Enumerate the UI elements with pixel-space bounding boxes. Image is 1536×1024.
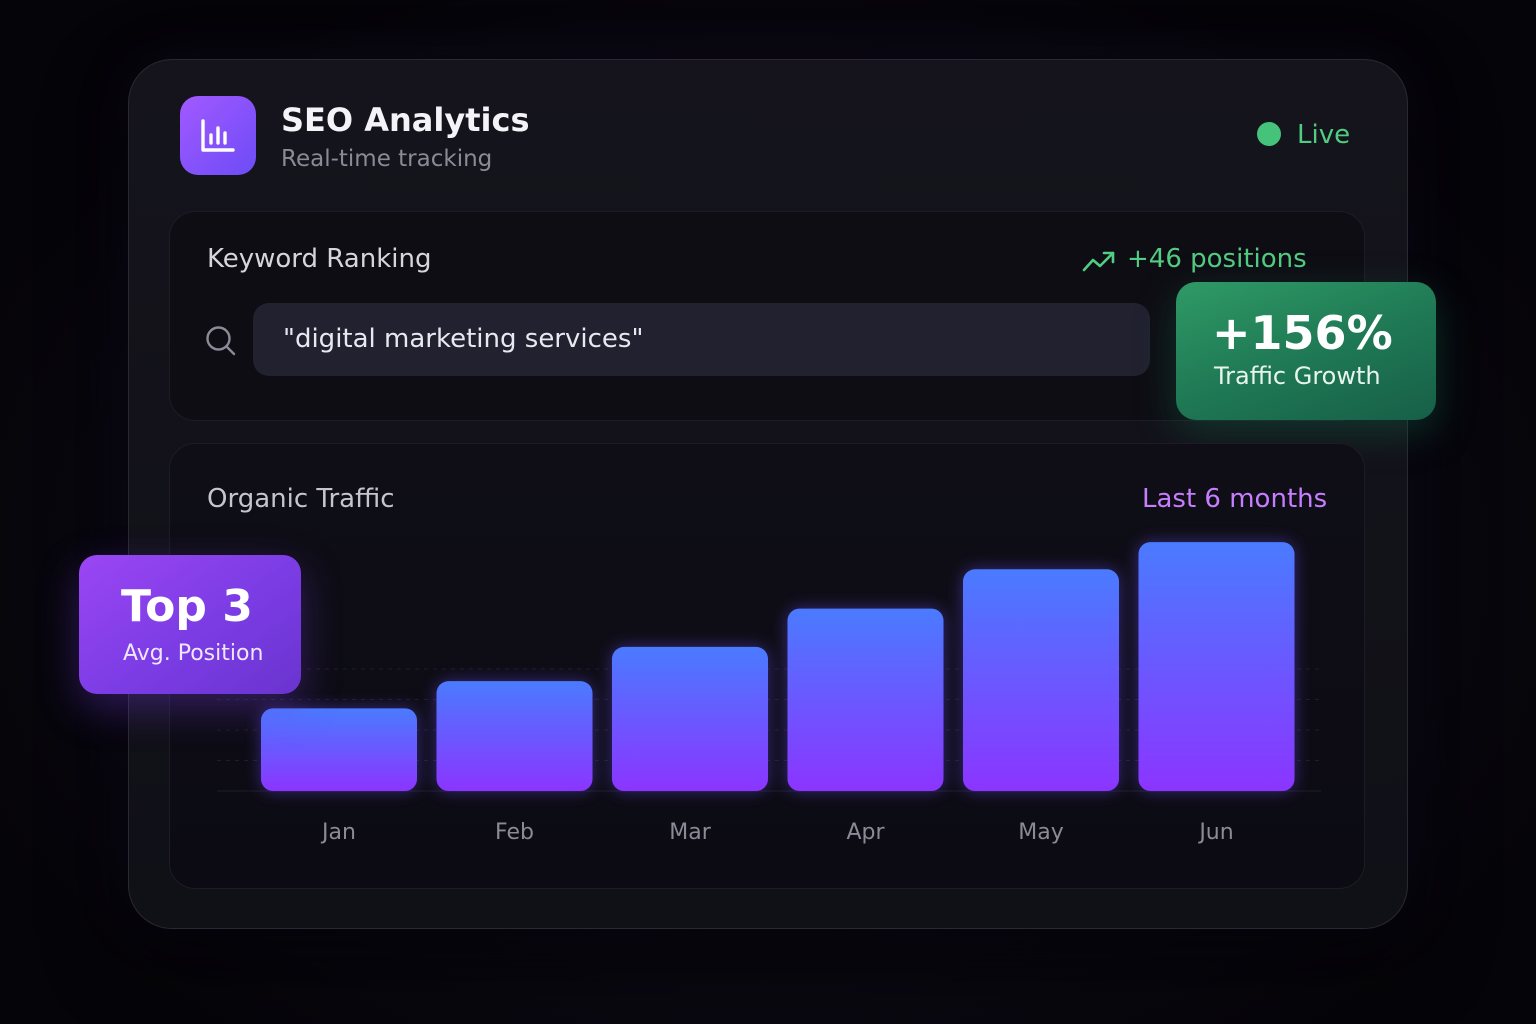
chart-bar-feb[interactable] [436,681,593,791]
x-axis-label-feb: Feb [495,820,534,845]
x-axis-label-apr: Apr [846,820,885,845]
keyword-ranking-title: Keyword Ranking [207,244,432,274]
keyword-search-input[interactable]: "digital marketing services" [253,303,1150,376]
live-status-dot [1257,122,1281,146]
app-title: SEO Analytics [281,101,530,139]
chart-bar-may[interactable] [963,569,1119,791]
traffic-growth-badge: +156% Traffic Growth [1176,282,1436,420]
search-icon [206,326,236,356]
avg-position-value: Top 3 [121,581,253,632]
bar-chart-icon [201,118,235,152]
traffic-growth-label: Traffic Growth [1214,362,1381,390]
avg-position-badge: Top 3 Avg. Position [79,555,301,694]
organic-traffic-chart: Jan Feb Mar Apr May Jun [217,542,1321,845]
chart-bar-jan[interactable] [261,708,417,791]
chart-bar-jun[interactable] [1138,542,1295,791]
x-axis-label-jan: Jan [320,820,356,845]
app-subtitle: Real-time tracking [281,146,493,172]
organic-traffic-title: Organic Traffic [207,484,395,514]
x-axis-label-may: May [1018,820,1063,845]
x-axis-label-mar: Mar [669,820,711,845]
app-icon [180,96,256,175]
avg-position-label: Avg. Position [123,641,264,666]
live-status-label: Live [1297,120,1351,150]
traffic-growth-value: +156% [1212,306,1393,360]
chart-bar-mar[interactable] [612,646,768,791]
trending-up-icon [1082,251,1115,272]
date-range-selector[interactable]: Last 6 months [1142,484,1328,514]
x-axis-label-jun: Jun [1197,820,1233,845]
chart-bar-apr[interactable] [787,608,944,791]
ranking-delta: +46 positions [1127,244,1307,274]
